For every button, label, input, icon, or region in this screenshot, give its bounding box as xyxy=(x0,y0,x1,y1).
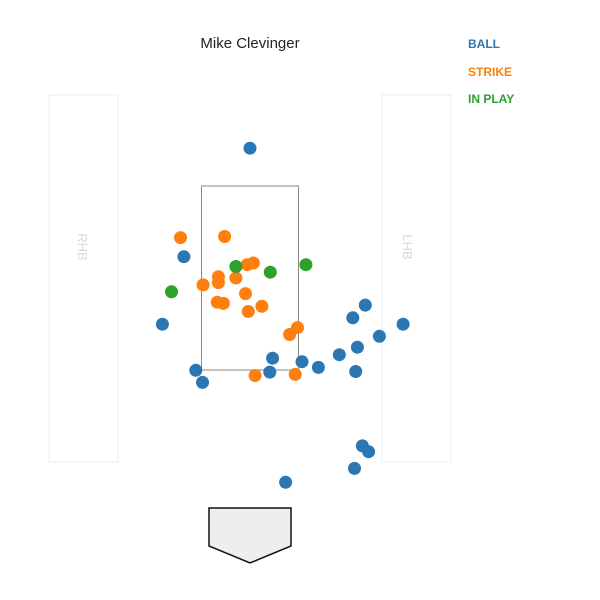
pitch-ball-7 xyxy=(396,317,410,331)
pitch-ball-9 xyxy=(332,348,346,362)
lhb-batter-box xyxy=(381,94,452,463)
chart-title: Mike Clevinger xyxy=(200,35,299,52)
pitch-strike-11 xyxy=(216,296,230,310)
pitch-strike-13 xyxy=(241,305,255,318)
pitch-ball-1 xyxy=(243,141,257,155)
pitch-strike-1 xyxy=(174,231,187,245)
pitch-strike-6 xyxy=(229,271,243,285)
pitch-in-play-2 xyxy=(299,258,313,272)
legend: BALL STRIKE IN PLAY xyxy=(468,37,514,106)
pitch-strike-9 xyxy=(239,287,252,301)
pitch-ball-20 xyxy=(279,475,293,489)
pitch-ball-6 xyxy=(350,340,364,354)
pitch-ball-14 xyxy=(263,365,277,379)
pitch-ball-18 xyxy=(362,445,376,459)
pitch-strike-12 xyxy=(255,299,269,313)
pitch-in-play-3 xyxy=(263,265,277,279)
legend-strike: STRIKE xyxy=(468,65,512,79)
pitch-points xyxy=(155,141,410,489)
pitch-ball-11 xyxy=(295,355,309,369)
pitch-strike-4 xyxy=(240,258,254,272)
pitch-ball-15 xyxy=(349,365,363,378)
pitch-strike-16 xyxy=(248,369,262,382)
rhb-label: RHB xyxy=(75,233,90,260)
pitch-ball-13 xyxy=(189,363,203,377)
pitch-strike-8 xyxy=(211,276,225,290)
lhb-label: LHB xyxy=(400,234,415,259)
pitch-ball-8 xyxy=(372,329,386,343)
legend-ball: BALL xyxy=(468,37,500,51)
pitch-ball-10 xyxy=(266,351,280,365)
pitch-strike-17 xyxy=(288,367,302,381)
pitch-strike-7 xyxy=(196,278,210,292)
pitch-ball-3 xyxy=(358,298,372,312)
pitch-ball-19 xyxy=(348,461,361,475)
pitch-ball-5 xyxy=(155,317,169,331)
pitch-ball-4 xyxy=(346,311,360,325)
pitch-strike-2 xyxy=(218,230,232,243)
pitch-ball-16 xyxy=(196,375,209,389)
pitch-ball-2 xyxy=(177,250,191,264)
home-plate xyxy=(208,507,292,564)
strike-zone xyxy=(201,185,299,371)
rhb-batter-box xyxy=(48,94,119,463)
pitch-in-play-4 xyxy=(165,285,178,299)
legend-in-play: IN PLAY xyxy=(468,92,514,106)
pitch-in-play-1 xyxy=(229,260,243,273)
pitch-strike-15 xyxy=(283,328,297,341)
pitch-ball-12 xyxy=(311,360,325,374)
